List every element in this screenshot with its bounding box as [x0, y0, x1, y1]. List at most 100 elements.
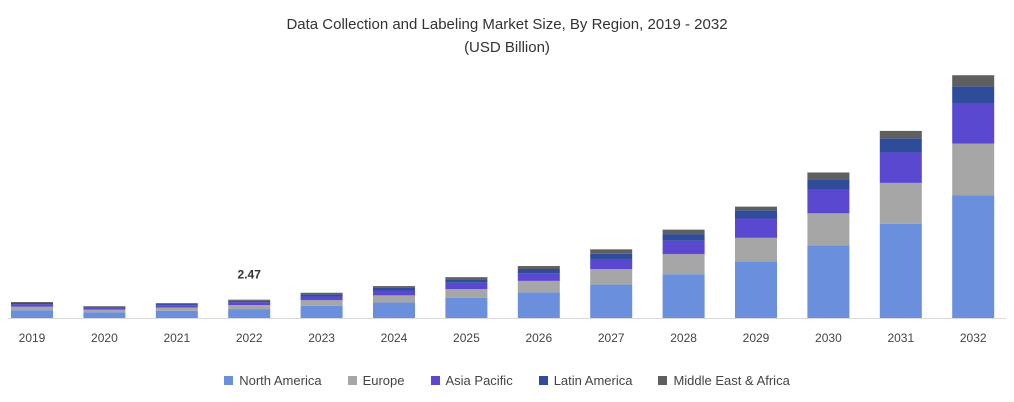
- bar-segment-middle-east-africa-2021: [155, 303, 198, 305]
- bar-segment-europe-2026: [517, 280, 560, 293]
- bar-segment-asia-pacific-2020: [83, 307, 126, 310]
- bar-segment-latin-america-2022: [228, 300, 271, 303]
- bar-segment-middle-east-africa-2023: [300, 292, 343, 295]
- bar-segment-north-america-2024: [373, 302, 415, 318]
- bar-segment-north-america-2026: [517, 292, 560, 318]
- bar-segment-north-america-2028: [662, 274, 705, 318]
- bar-segment-north-america-2023: [300, 305, 343, 318]
- bar-segment-europe-2027: [590, 269, 633, 285]
- legend-label: Middle East & Africa: [673, 373, 790, 388]
- bar-segment-asia-pacific-2024: [373, 290, 415, 296]
- bar-segment-asia-pacific-2031: [879, 152, 922, 183]
- x-tick-label: 2021: [163, 331, 190, 345]
- x-tick-label: 2019: [19, 331, 46, 345]
- x-tick-label: 2031: [887, 331, 914, 345]
- bar-segment-middle-east-africa-2028: [662, 229, 705, 235]
- bar-segment-europe-2030: [807, 213, 850, 246]
- bar-segment-middle-east-africa-2030: [807, 172, 850, 180]
- bar-segment-north-america-2020: [83, 312, 126, 318]
- bar-segment-asia-pacific-2021: [155, 305, 198, 308]
- bar-segment-europe-2019: [11, 306, 53, 311]
- legend-swatch: [658, 376, 668, 385]
- bar-segment-middle-east-africa-2024: [373, 286, 415, 288]
- legend: North America Europe Asia Pacific Latin Ame…: [0, 373, 1014, 388]
- bar-segment-latin-america-2019: [11, 303, 53, 305]
- chart-title: Data Collection and Labeling Market Size…: [286, 16, 728, 33]
- chart-subtitle: (USD Billion): [464, 39, 550, 56]
- bar-segment-north-america-2031: [879, 223, 922, 318]
- x-tick-label: 2027: [598, 331, 625, 345]
- bar-segment-asia-pacific-2029: [735, 218, 777, 238]
- bar-segment-north-america-2021: [155, 310, 198, 318]
- bar-segment-latin-america-2031: [879, 138, 922, 153]
- bar-segment-europe-2025: [445, 289, 488, 298]
- bar-segment-asia-pacific-2023: [300, 296, 343, 301]
- legend-swatch: [224, 376, 234, 385]
- data-label: 2.47: [238, 268, 262, 282]
- x-tick-label: 2032: [960, 331, 987, 345]
- x-tick-label: 2026: [525, 331, 552, 345]
- x-tick-label: 2020: [91, 331, 118, 345]
- x-tick-label: 2025: [453, 331, 480, 345]
- bar-segment-north-america-2032: [952, 195, 995, 318]
- bar-segment-europe-2031: [879, 182, 922, 224]
- x-tick-label: 2029: [743, 331, 770, 345]
- bar-segment-asia-pacific-2027: [590, 258, 633, 269]
- bar-segment-middle-east-africa-2020: [83, 306, 126, 307]
- bar-segment-north-america-2027: [590, 284, 633, 318]
- bar-segment-north-america-2029: [735, 261, 777, 318]
- legend-swatch: [347, 376, 357, 385]
- bar-segment-europe-2032: [952, 143, 995, 196]
- bar-segment-europe-2028: [662, 254, 705, 275]
- bar-segment-north-america-2022: [228, 309, 271, 318]
- bar-segment-middle-east-africa-2025: [445, 277, 488, 280]
- bar-segment-asia-pacific-2032: [952, 103, 995, 144]
- bar-segment-latin-america-2023: [300, 294, 343, 297]
- bar-segment-latin-america-2028: [662, 234, 705, 241]
- bar-segment-asia-pacific-2022: [228, 302, 271, 306]
- bar-segment-middle-east-africa-2031: [879, 130, 922, 139]
- bar-segment-asia-pacific-2026: [517, 273, 560, 281]
- legend-item: Europe: [347, 373, 405, 388]
- bar-segment-latin-america-2032: [952, 86, 995, 104]
- bar-segment-latin-america-2030: [807, 179, 850, 190]
- legend-label: Europe: [362, 373, 405, 388]
- legend-item: Asia Pacific: [430, 373, 513, 388]
- x-tick-label: 2024: [381, 331, 408, 345]
- x-tick-label: 2028: [670, 331, 697, 345]
- bar-segment-north-america-2030: [807, 245, 850, 318]
- bar-segment-europe-2029: [735, 237, 777, 262]
- legend-label: North America: [239, 373, 322, 388]
- bar-segment-europe-2020: [83, 309, 126, 313]
- legend-swatch: [538, 376, 548, 385]
- bar-segment-asia-pacific-2025: [445, 282, 488, 290]
- bar-segment-middle-east-africa-2029: [735, 206, 777, 211]
- legend-swatch: [430, 376, 440, 385]
- bar-segment-north-america-2019: [11, 310, 53, 318]
- bar-segment-north-america-2025: [445, 297, 488, 318]
- bar-segment-latin-america-2025: [445, 279, 488, 283]
- bar-segment-latin-america-2029: [735, 210, 777, 219]
- legend-item: Middle East & Africa: [658, 373, 790, 388]
- bar-segment-latin-america-2020: [83, 306, 126, 308]
- bar-segment-latin-america-2026: [517, 269, 560, 274]
- bar-segment-europe-2022: [228, 305, 271, 310]
- bar-segment-middle-east-africa-2026: [517, 266, 560, 269]
- bar-segment-europe-2021: [155, 307, 198, 311]
- legend-item: Latin America: [538, 373, 633, 388]
- bar-segment-latin-america-2027: [590, 253, 633, 259]
- x-tick-label: 2022: [236, 331, 263, 345]
- bar-segment-europe-2023: [300, 300, 343, 306]
- legend-label: Asia Pacific: [445, 373, 513, 388]
- bar-segment-middle-east-africa-2032: [952, 75, 995, 87]
- bar-segment-asia-pacific-2019: [11, 304, 53, 307]
- bar-segment-middle-east-africa-2022: [228, 299, 271, 301]
- legend-item: North America: [224, 373, 322, 388]
- bar-segment-asia-pacific-2030: [807, 189, 850, 214]
- bar-segment-europe-2024: [373, 295, 415, 303]
- bar-segment-latin-america-2021: [155, 304, 198, 306]
- bar-segment-middle-east-africa-2019: [11, 302, 53, 304]
- legend-label: Latin America: [553, 373, 633, 388]
- bar-segment-latin-america-2024: [373, 287, 415, 291]
